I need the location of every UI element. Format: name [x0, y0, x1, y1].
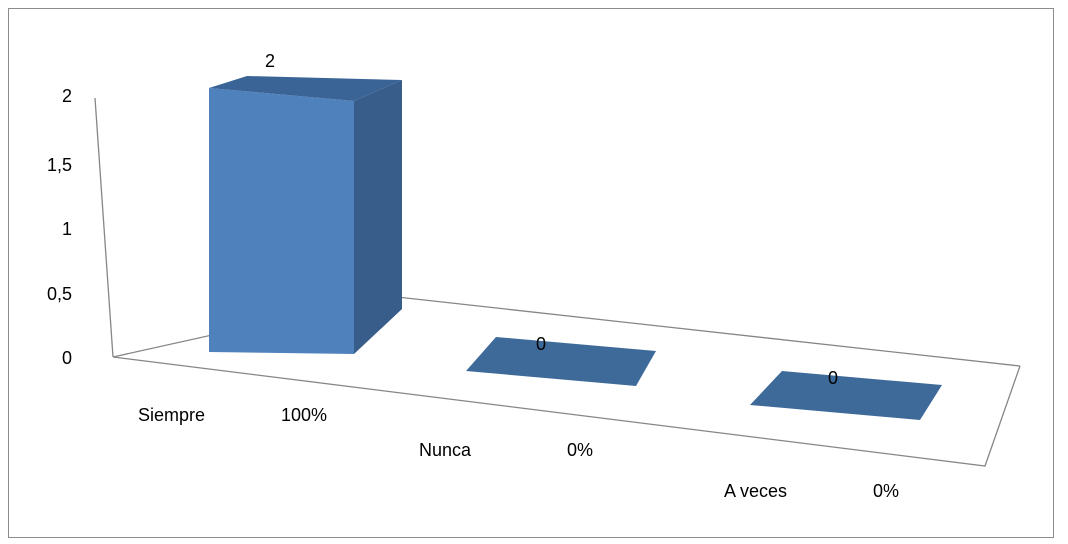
category-label-siempre: Siempre [138, 405, 205, 425]
bar-top-siempre [209, 76, 402, 101]
y-tick-label: 1 [62, 219, 72, 239]
y-tick-label: 0,5 [47, 284, 72, 304]
data-label-a-veces: 0 [828, 368, 838, 388]
category-percent-nunca: 0% [567, 440, 593, 460]
category-percent-a-veces: 0% [873, 481, 899, 501]
floor-front-edge [112, 356, 1021, 467]
y-tick-label: 2 [62, 86, 72, 106]
category-percent-siempre: 100% [281, 405, 327, 425]
bar-side-siempre [354, 80, 402, 354]
data-labels: 2 0 0 [265, 51, 838, 388]
bar-series [209, 76, 942, 420]
back-wall-left-edge [94, 97, 114, 358]
y-axis-tick-labels: 2 1,5 1 0,5 0 [47, 86, 72, 368]
bar-front-siempre [209, 88, 354, 354]
category-label-a-veces: A veces [724, 481, 787, 501]
x-axis-category-labels: Siempre 100% Nunca 0% A veces 0% [138, 405, 899, 501]
category-label-nunca: Nunca [419, 440, 472, 460]
chart-area [8, 8, 1054, 538]
y-tick-label: 0 [62, 348, 72, 368]
bar-flat-nunca [466, 337, 656, 386]
data-label-siempre: 2 [265, 51, 275, 71]
data-label-nunca: 0 [536, 334, 546, 354]
bar-flat-a-veces [750, 371, 942, 420]
y-tick-label: 1,5 [47, 155, 72, 175]
